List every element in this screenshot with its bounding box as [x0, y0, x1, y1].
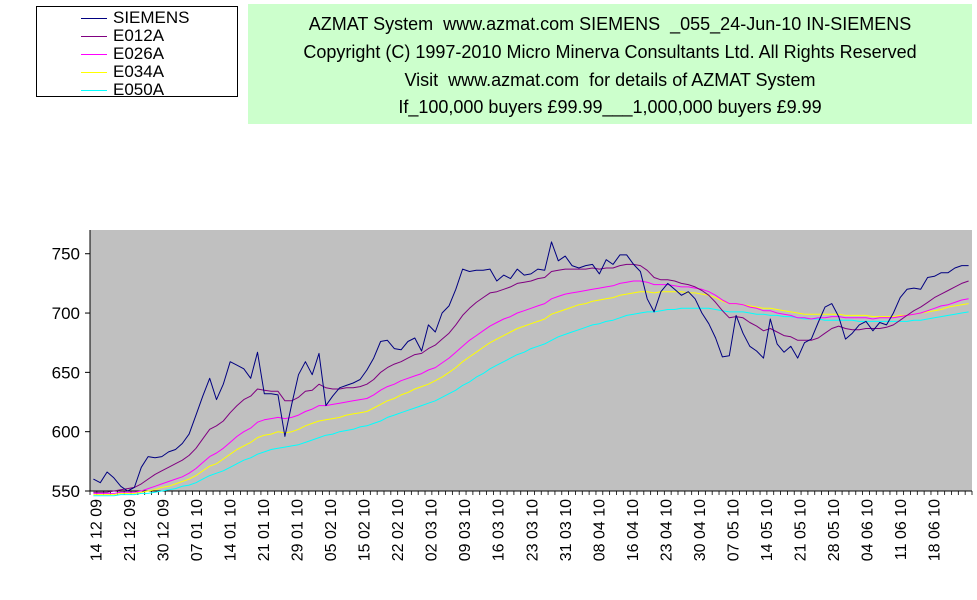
legend-item: E050A [37, 80, 165, 97]
series-line-e034a [93, 291, 969, 496]
x-tick-label: 31 03 10 [558, 499, 575, 561]
y-tick-label: 600 [52, 423, 80, 442]
series-line-e012a [93, 263, 969, 493]
x-tick-label: 21 05 10 [792, 499, 809, 561]
series-line-e050a [93, 307, 969, 497]
x-tick-label: 30 04 10 [692, 499, 709, 561]
header-title: AZMAT System www.azmat.com SIEMENS _055_… [308, 14, 912, 34]
legend-item: E034A [37, 63, 164, 81]
x-tick-label: 08 04 10 [591, 499, 608, 561]
x-tick-label: 07 01 10 [189, 499, 206, 561]
plot-area [90, 230, 972, 491]
x-tick-label: 02 03 10 [424, 499, 441, 561]
x-tick-label: 22 02 10 [390, 499, 407, 561]
x-axis: 14 12 09 21 12 09 30 12 09 07 01 10 14 01 10… [89, 490, 973, 561]
chart-legend: SIEMENS E012A E026A E034A E050A [36, 6, 238, 97]
legend-item: SIEMENS [37, 9, 190, 27]
x-tick-label: 14 01 10 [223, 499, 240, 561]
y-tick-label: 550 [52, 482, 80, 501]
legend-label: SIEMENS [113, 8, 190, 27]
legend-label: E026A [113, 44, 165, 63]
y-axis: 550 600 650 700 750 [52, 230, 91, 501]
legend-label: E034A [113, 62, 165, 81]
y-tick-label: 700 [52, 304, 80, 323]
series-layer [93, 241, 969, 497]
x-tick-label: 21 01 10 [256, 499, 273, 561]
x-tick-label: 15 02 10 [357, 499, 374, 561]
header-copyright: Copyright (C) 1997-2010 Micro Minerva Co… [303, 42, 917, 62]
x-tick-label: 14 12 09 [89, 499, 106, 561]
x-tick-label: 23 03 10 [524, 499, 541, 561]
x-tick-label: 29 01 10 [290, 499, 307, 561]
series-line-e026a [93, 280, 969, 494]
y-tick-label: 750 [52, 245, 80, 264]
x-tick-label: 05 02 10 [323, 499, 340, 561]
header-pricing: If_100,000 buyers £99.99___1,000,000 buy… [398, 97, 822, 117]
x-tick-label: 28 05 10 [826, 499, 843, 561]
legend-label: E012A [113, 26, 165, 45]
legend-swatch-e012a [81, 35, 107, 37]
x-tick-label: 07 05 10 [725, 499, 742, 561]
x-tick-label: 14 05 10 [759, 499, 776, 561]
x-tick-label: 11 06 10 [893, 499, 910, 560]
x-tick-label: 18 06 10 [927, 499, 944, 561]
x-tick-label: 16 04 10 [625, 499, 642, 561]
legend-swatch-siemens [81, 17, 107, 19]
legend-swatch-e026a [81, 53, 107, 55]
legend-swatch-e034a [81, 71, 107, 73]
header-visit: Visit www.azmat.com for details of AZMAT… [404, 70, 816, 90]
legend-item: E012A [37, 27, 164, 45]
x-tick-label: 04 06 10 [859, 499, 876, 561]
x-tick-label: 23 04 10 [658, 499, 675, 561]
series-line-siemens [93, 241, 969, 492]
x-tick-label: 16 03 10 [491, 499, 508, 561]
x-tick-label: 30 12 09 [156, 499, 173, 561]
legend-swatch-e050a [81, 89, 107, 91]
legend-label: E050A [113, 80, 165, 97]
header-banner: AZMAT System www.azmat.com SIEMENS _055_… [248, 4, 972, 124]
legend-item: E026A [37, 45, 164, 63]
y-tick-label: 650 [52, 363, 80, 382]
x-tick-label: 09 03 10 [457, 499, 474, 561]
x-tick-label: 21 12 09 [122, 499, 139, 561]
